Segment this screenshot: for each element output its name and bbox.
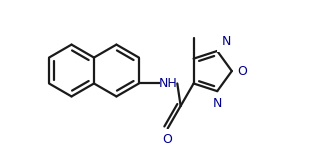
Text: O: O xyxy=(238,64,248,78)
Text: O: O xyxy=(163,133,173,146)
Bar xyxy=(161,79,175,88)
Bar xyxy=(233,67,242,75)
Bar xyxy=(163,129,172,138)
Text: NH: NH xyxy=(158,77,177,90)
Text: N: N xyxy=(213,97,222,110)
Bar xyxy=(218,44,227,52)
Bar xyxy=(213,93,222,101)
Text: N: N xyxy=(222,35,231,48)
